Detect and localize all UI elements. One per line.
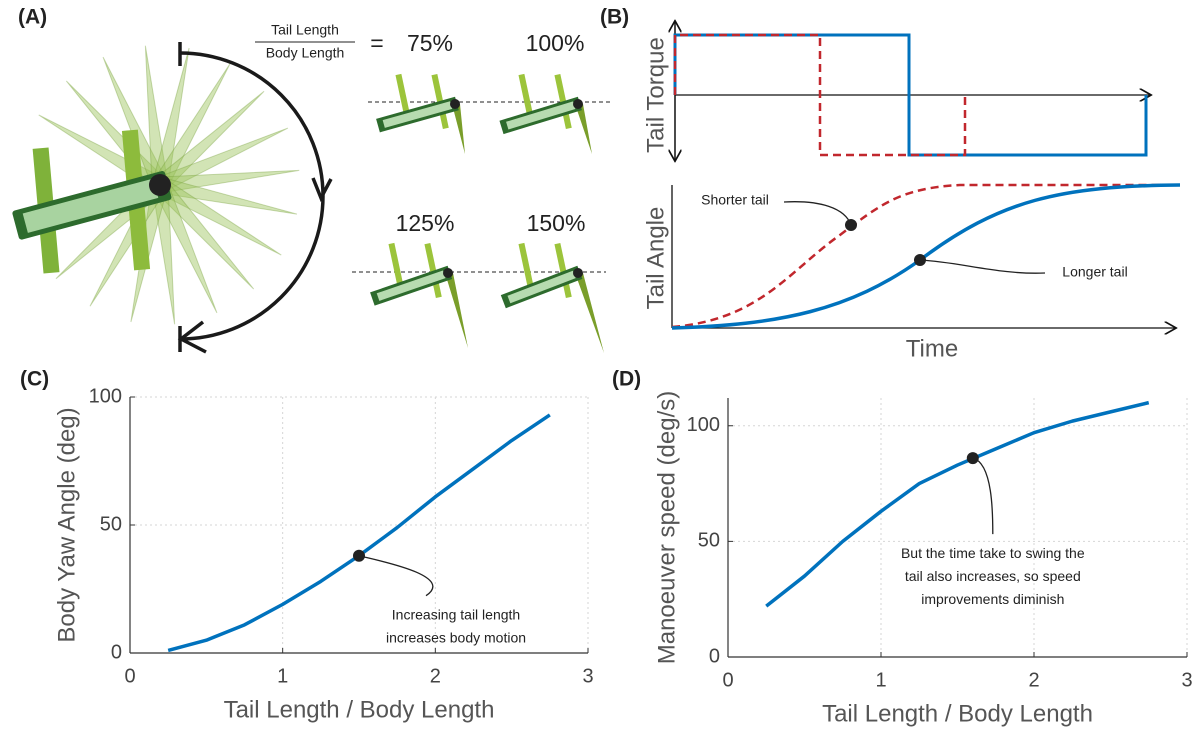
pivot	[573, 99, 583, 109]
x-tick-label: 1	[277, 665, 288, 687]
x-tick-label: 3	[582, 665, 593, 687]
leader	[972, 457, 994, 535]
y-tick-label: 100	[687, 414, 720, 436]
body-panel	[22, 178, 159, 233]
body	[500, 265, 583, 309]
panel-label: (C)	[20, 368, 49, 391]
x-tick-label: 3	[1181, 669, 1192, 691]
percentage: 75%	[407, 30, 453, 56]
variant	[500, 242, 604, 353]
variant	[376, 73, 465, 154]
x-tick-label: 2	[430, 665, 441, 687]
variants	[370, 73, 604, 353]
highlight-point	[966, 452, 979, 465]
leader	[783, 201, 852, 226]
leg	[518, 73, 534, 120]
leader	[358, 555, 434, 597]
body	[12, 129, 172, 274]
tail	[452, 104, 465, 154]
percentage: 150%	[527, 210, 586, 236]
leader	[919, 259, 1046, 274]
torque-short	[673, 33, 967, 157]
y-tick-label: 0	[111, 641, 122, 663]
body	[376, 96, 459, 133]
annotation: Longer tail	[1062, 264, 1127, 280]
body-panel	[376, 270, 446, 301]
equals-sign: =	[370, 30, 383, 56]
leg	[395, 73, 411, 120]
pivot	[443, 268, 453, 278]
leg	[424, 242, 442, 299]
x-axis-label: Tail Length / Body Length	[224, 696, 495, 723]
angle-short	[671, 183, 1180, 329]
axis-label: Tail Angle	[642, 207, 669, 310]
tail	[575, 104, 592, 154]
ratio-numerator: Tail Length	[271, 22, 339, 38]
annotation: Increasing tail length	[392, 606, 520, 622]
schematic: (B) Tail Torque Shorter tail Longer tail…	[600, 6, 1181, 362]
pivot	[450, 99, 460, 109]
percentage: 100%	[526, 30, 585, 56]
y-tick-label: 50	[698, 530, 720, 552]
annotation: improvements diminish	[921, 591, 1064, 607]
axis-label: Time	[906, 335, 958, 362]
leg	[388, 242, 404, 289]
body	[499, 96, 582, 135]
highlight-point	[353, 549, 365, 562]
annotation: Shorter tail	[701, 192, 769, 208]
tail-sweep	[38, 45, 300, 325]
y-axis-label: Body Yaw Angle (deg)	[53, 407, 80, 642]
body	[370, 265, 453, 306]
y-tick-label: 100	[89, 385, 122, 407]
variant	[499, 73, 592, 154]
tail	[445, 273, 468, 348]
panel-label: (B)	[600, 6, 629, 29]
body-panel	[382, 101, 453, 128]
axis-label: Tail Torque	[642, 37, 669, 153]
y-tick-label: 50	[100, 513, 122, 535]
y-tick-label: 0	[709, 645, 720, 667]
annotation: tail also increases, so speed	[905, 568, 1081, 584]
percentage: 125%	[396, 210, 455, 236]
panel-label: (A)	[18, 6, 47, 29]
x-tick-label: 0	[722, 669, 733, 691]
annotation: increases body motion	[386, 629, 526, 645]
x-tick-label: 1	[875, 669, 886, 691]
pivot	[573, 268, 583, 278]
annotation: But the time take to swing the	[901, 545, 1085, 561]
pivot	[149, 174, 171, 196]
y-axis-label: Manoeuver speed (deg/s)	[653, 391, 680, 665]
leg	[518, 242, 534, 289]
body-panel	[507, 270, 576, 304]
torque-long	[673, 33, 1148, 157]
variant	[370, 242, 468, 348]
arrow-head	[311, 177, 333, 203]
body-panel	[506, 101, 576, 130]
x-tick-label: 2	[1028, 669, 1039, 691]
x-tick-label: 0	[124, 665, 135, 687]
x-axis-label: Tail Length / Body Length	[822, 700, 1093, 727]
ratio-denominator: Body Length	[266, 45, 345, 61]
illustration: (A) Tail Length Body Length = 75% 100% 1…	[12, 6, 612, 354]
tail	[575, 273, 604, 353]
panel-label: (D)	[612, 368, 641, 391]
data-line	[765, 400, 1150, 608]
